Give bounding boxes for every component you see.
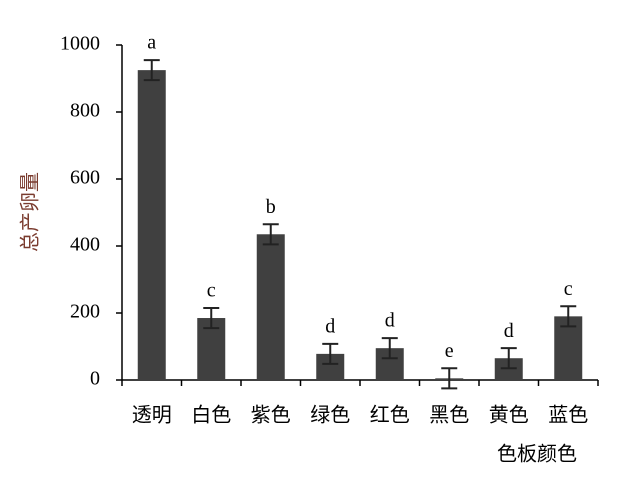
error-bar — [203, 306, 220, 330]
y-tick-label: 600 — [70, 167, 100, 189]
significance-label: c — [564, 278, 573, 300]
significance-label: b — [266, 196, 276, 218]
error-bar — [322, 342, 339, 365]
significance-label: c — [207, 280, 216, 302]
y-tick-label: 200 — [70, 301, 100, 323]
significance-label: d — [385, 310, 395, 332]
y-axis-label: 总产卵量 — [19, 172, 42, 252]
x-tick-label: 蓝色 — [548, 404, 588, 427]
x-tick-label: 黄色 — [489, 404, 529, 427]
significance-label: e — [445, 340, 454, 362]
x-tick-label: 透明 — [132, 404, 172, 427]
x-tick-label: 红色 — [370, 404, 410, 427]
error-bar — [143, 59, 160, 82]
significance-label: d — [504, 320, 514, 342]
y-tick-label: 1000 — [60, 33, 100, 55]
x-tick-label: 白色 — [191, 404, 231, 427]
y-tick-label: 400 — [70, 234, 100, 256]
error-bar — [500, 347, 517, 370]
bar — [137, 70, 166, 380]
x-tick-label: 紫色 — [251, 404, 291, 427]
y-tick-label: 0 — [90, 368, 100, 390]
significance-label: d — [325, 315, 335, 337]
error-bar — [381, 337, 398, 360]
error-bar — [560, 305, 577, 328]
x-axis-label: 色板颜色 — [497, 443, 577, 466]
y-tick-label: 800 — [70, 100, 100, 122]
error-bar — [262, 223, 279, 246]
x-tick-label: 黑色 — [429, 404, 469, 427]
error-bar — [441, 367, 458, 390]
bar — [256, 234, 285, 380]
x-tick-label: 绿色 — [310, 404, 350, 427]
significance-label: a — [147, 32, 156, 54]
